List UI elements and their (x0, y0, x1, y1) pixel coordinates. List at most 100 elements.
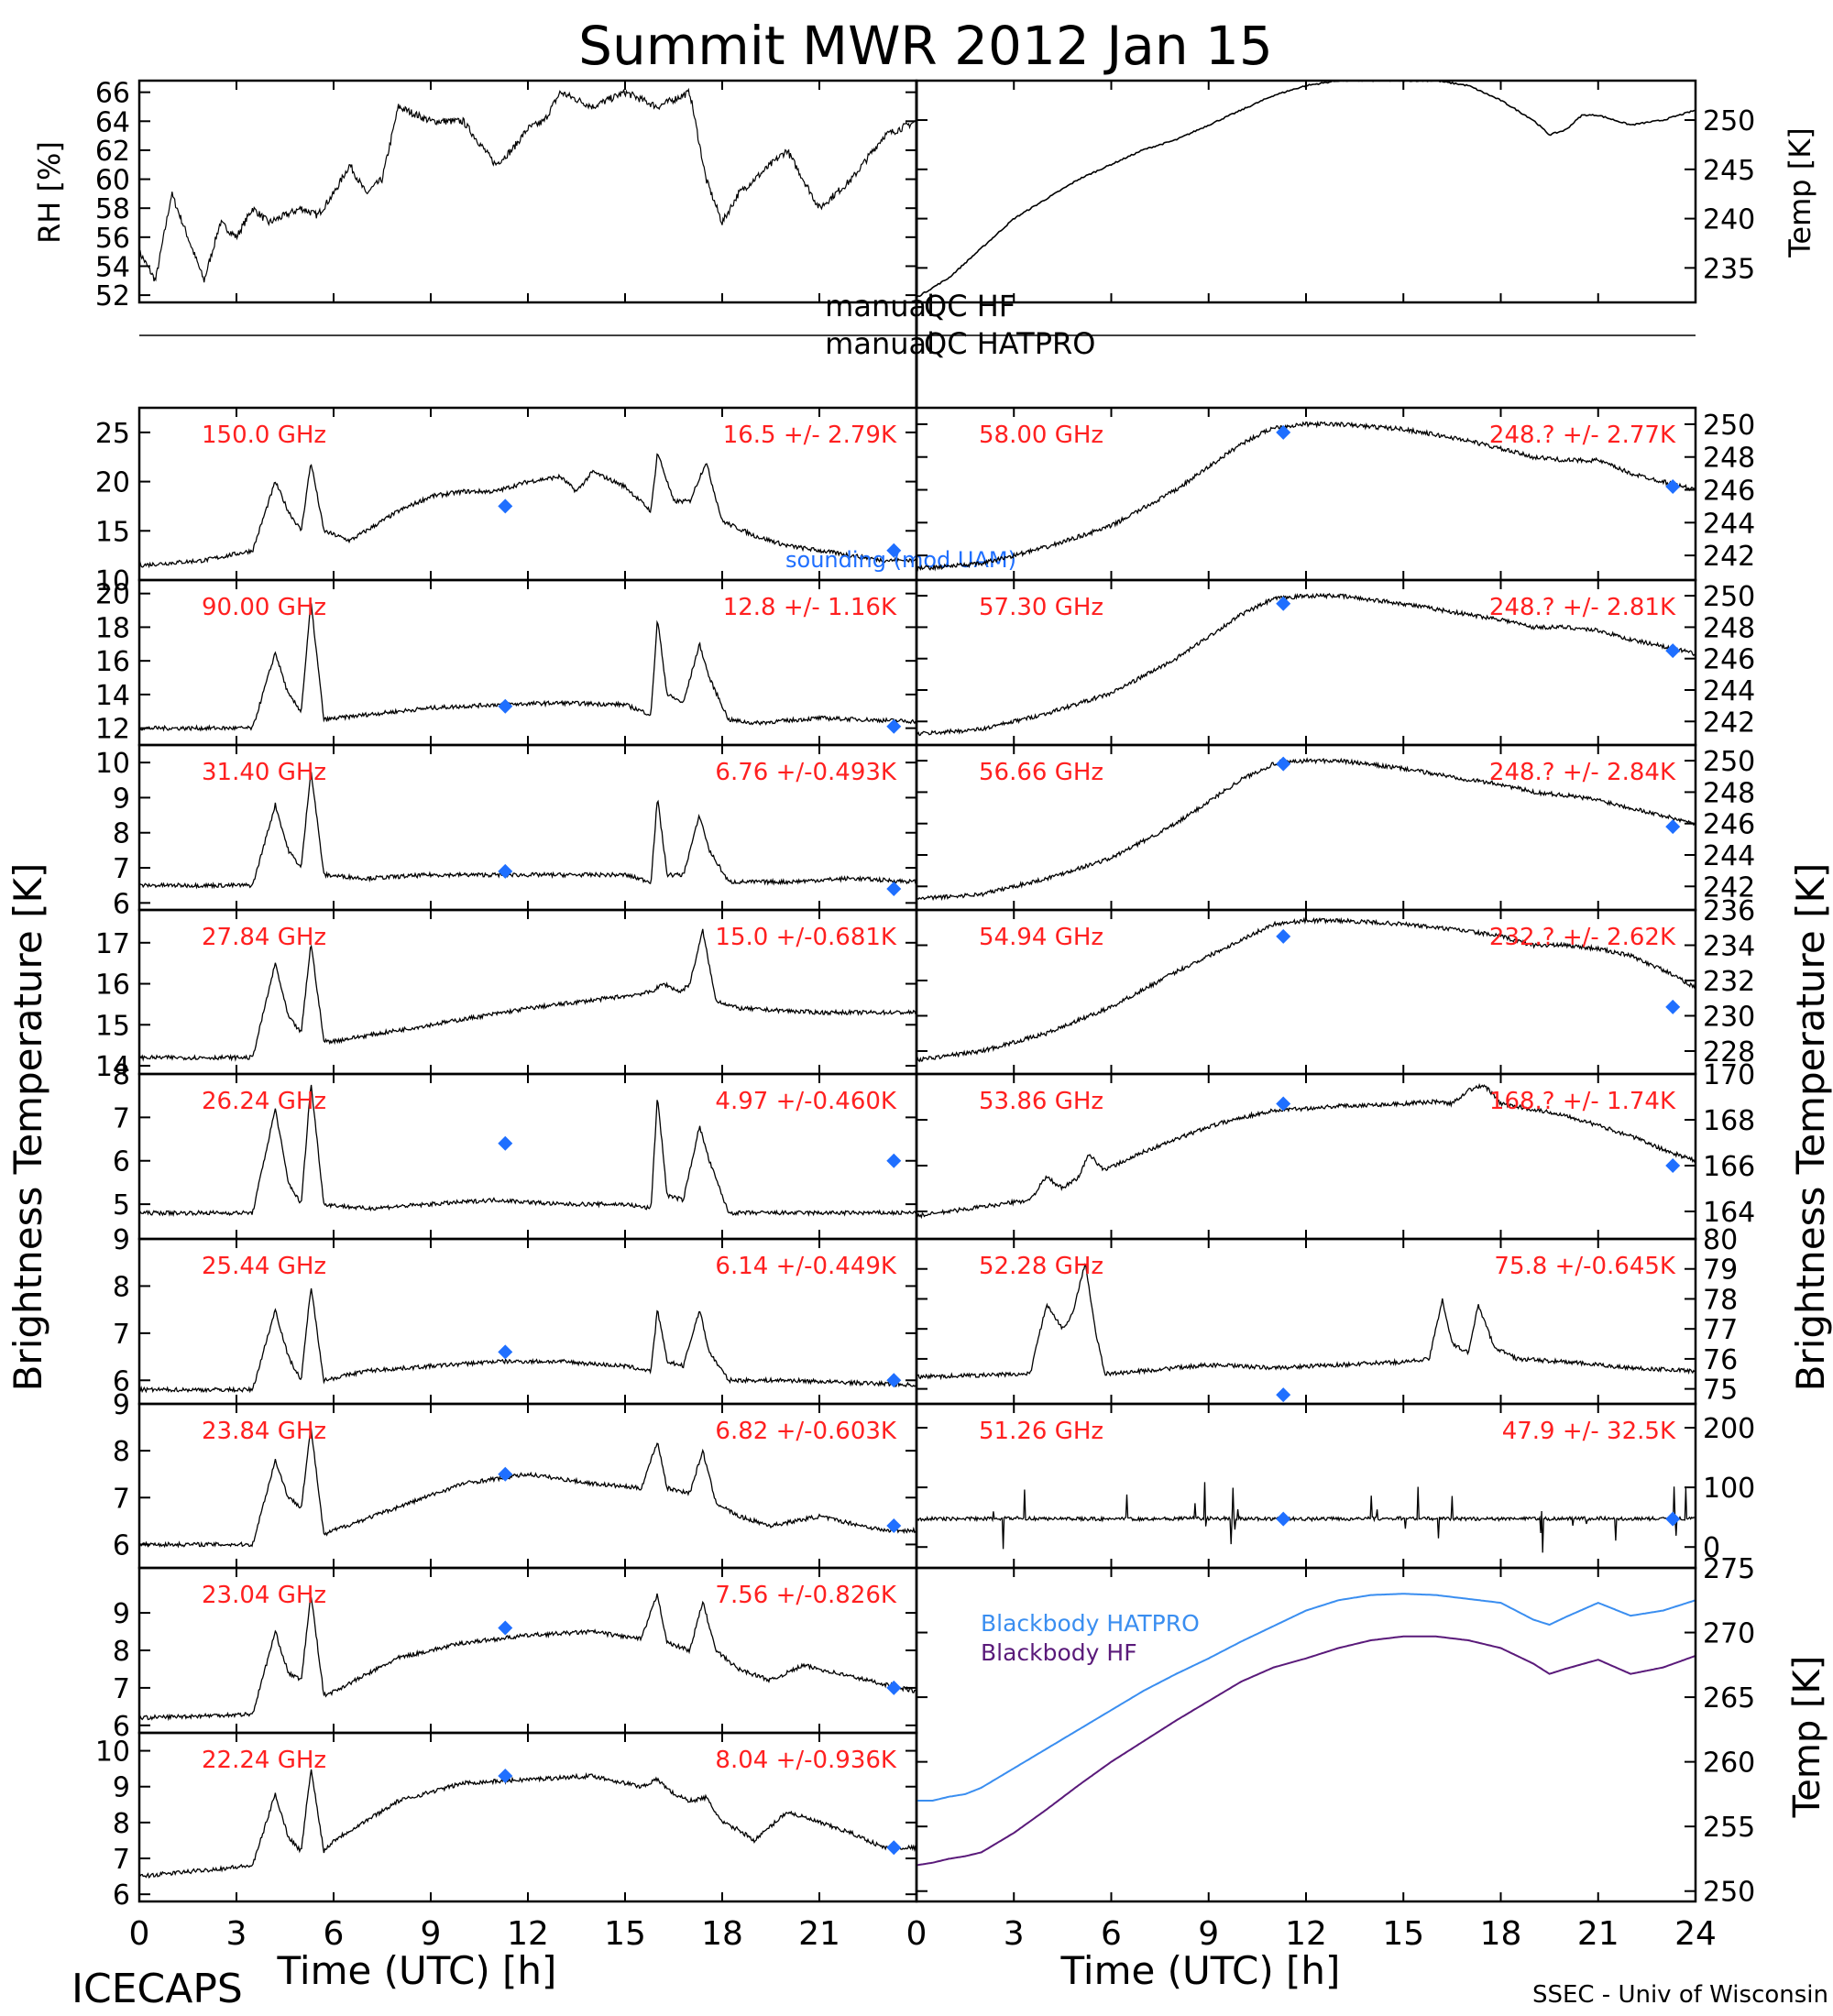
data-trace (139, 603, 916, 732)
y-tick-label: 242 (1703, 707, 1755, 739)
y-tick-label: 9 (113, 783, 130, 815)
channel-stat: 16.5 +/- 2.79K (723, 422, 897, 449)
panel-frame (137, 79, 918, 304)
sounding-marker (498, 499, 513, 514)
qc-hf-label: QC HF (924, 289, 1015, 323)
y-tick-label: 7 (113, 1319, 130, 1351)
sounding-marker (498, 863, 513, 879)
panel-plot-area (139, 1593, 916, 1722)
sounding-marker (1276, 756, 1291, 772)
sounding-marker (886, 1153, 902, 1168)
y-tick-label: 248 (1703, 777, 1755, 809)
panel-plot-area (916, 592, 1696, 737)
y-tick-label: 56 (95, 223, 130, 255)
channel-label: 54.94 GHz (979, 924, 1103, 951)
data-trace (139, 1084, 916, 1218)
y-tick-label: 14 (95, 1051, 130, 1083)
panel-plot-area (916, 81, 1696, 299)
data-trace (139, 1769, 916, 1879)
y-tick-label: 12 (95, 714, 130, 746)
y-tick-label: 240 (1703, 204, 1755, 236)
y-tick-label: 9 (113, 1224, 130, 1256)
y-tick-label: 10 (95, 1737, 130, 1769)
y-tick-label: 7 (113, 853, 130, 885)
y-tick-label: 6 (113, 888, 130, 920)
footer-left: ICECAPS (71, 1966, 243, 2012)
x-tick-label-right: 18 (1480, 1915, 1522, 1953)
y-tick-label: 75 (1703, 1375, 1738, 1407)
panel-plot-area (139, 1287, 916, 1394)
sounding-marker (498, 1768, 513, 1783)
sounding-marker (886, 1373, 902, 1388)
y-tick-label: 166 (1703, 1151, 1755, 1183)
y-tick-label: 248 (1703, 612, 1755, 644)
y-tick-label: 25 (95, 418, 130, 450)
qc-hatpro-manual-label: manual (825, 326, 935, 361)
y-tick-label: 16 (95, 646, 130, 678)
y-tick-label: 250 (1703, 410, 1755, 442)
y-tick-label: 0 (1703, 1532, 1720, 1564)
x-tick-label-right: 9 (1198, 1915, 1219, 1953)
y-tick-label: 10 (95, 565, 130, 597)
x-tick-label-left: 21 (798, 1915, 840, 1953)
y-tick-label: 250 (1703, 1877, 1755, 1909)
y-tick-label: 235 (1703, 253, 1755, 285)
sounding-marker (498, 698, 513, 714)
data-trace (139, 928, 916, 1062)
panel-plot-area (139, 1084, 916, 1218)
qc-hf-manual-label: manual (825, 289, 935, 323)
y-tick-label: 7 (113, 1102, 130, 1134)
y-tick-label: 18 (95, 612, 130, 644)
data-trace (139, 1287, 916, 1394)
channel-label: 56.66 GHz (979, 759, 1103, 786)
y-tick-label: 9 (113, 1598, 130, 1630)
y-tick-label: 6 (113, 1711, 130, 1743)
y-tick-label: 6 (113, 1879, 130, 1912)
x-tick-label-left: 3 (226, 1915, 247, 1953)
x-tick-label-right: 15 (1382, 1915, 1424, 1953)
y-tick-label: 246 (1703, 809, 1755, 841)
panel-temp: 235 240 245 250 (916, 81, 1755, 302)
x-tick-label-right: 21 (1577, 1915, 1619, 1953)
channel-label: 31.40 GHz (202, 759, 326, 786)
y-tick-label: 8 (113, 1436, 130, 1468)
y-tick-label: 7 (113, 1844, 130, 1876)
x-tick-label-left: 18 (701, 1915, 743, 1953)
channel-stat: 248.? +/- 2.84K (1489, 759, 1676, 786)
y-tick-label: 78 (1703, 1284, 1738, 1316)
panel-frame (915, 1566, 1697, 1903)
y-tick-label: 236 (1703, 895, 1755, 927)
y-tick-label: 246 (1703, 476, 1755, 508)
panel-plot-area (916, 1593, 1696, 1867)
panel-plot-area (916, 1482, 1696, 1553)
footer-right: SSEC - Univ of Wisconsin (1532, 1981, 1828, 2009)
legend-entry-bb-hatpro: Blackbody HATPRO (981, 1610, 1200, 1637)
y-tick-label: 260 (1703, 1748, 1755, 1780)
panel-plot-area (139, 1428, 916, 1549)
y-tick-label: 6 (113, 1529, 130, 1561)
y-tick-label: 244 (1703, 675, 1755, 707)
sounding-marker (886, 718, 902, 734)
y-tick-label: 200 (1703, 1413, 1755, 1445)
y-tick-label: 5 (113, 1189, 130, 1222)
data-trace (139, 1593, 916, 1722)
y-tick-label: 168 (1703, 1105, 1755, 1137)
panel-plot-area (139, 1769, 916, 1879)
sounding-marker (498, 1344, 513, 1360)
rh-axis-label: RH [%] (32, 141, 67, 244)
channel-stat: 6.14 +/-0.449K (715, 1253, 897, 1280)
y-tick-label: 9 (113, 1389, 130, 1421)
panel-plot-area (916, 1263, 1696, 1381)
y-tick-label: 17 (95, 928, 130, 960)
y-tick-label: 228 (1703, 1036, 1755, 1068)
y-tick-label: 54 (95, 251, 130, 283)
y-tick-label: 275 (1703, 1553, 1755, 1585)
y-tick-label: 52 (95, 280, 130, 312)
y-tick-label: 170 (1703, 1059, 1755, 1091)
channel-label: 23.84 GHz (202, 1418, 326, 1445)
chart-title: Summit MWR 2012 Jan 15 (578, 15, 1273, 77)
